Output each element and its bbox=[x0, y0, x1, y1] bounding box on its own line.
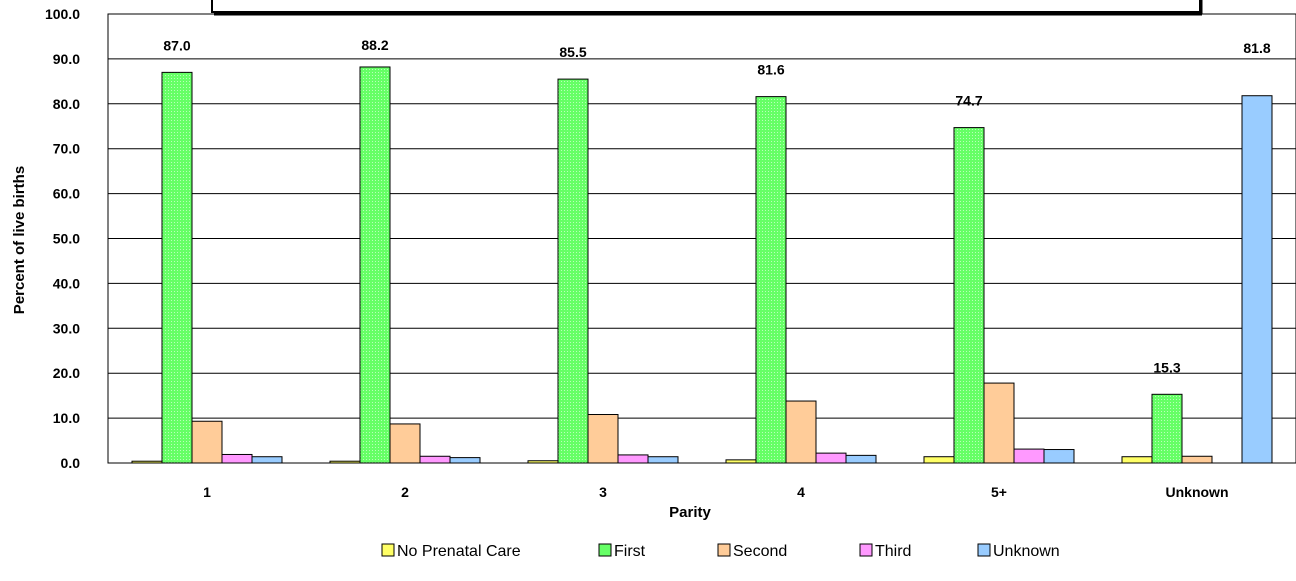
bar-first-5+ bbox=[953, 127, 985, 464]
bar-third-2 bbox=[419, 455, 451, 464]
bar-first-4 bbox=[755, 96, 787, 464]
y-tick-label: 20.0 bbox=[53, 365, 80, 381]
data-label: 85.5 bbox=[559, 44, 586, 60]
y-tick-labels: 0.0 10.0 20.0 30.0 40.0 50.0 60.0 70.0 80.0 90.0 1… bbox=[45, 6, 80, 471]
data-label: 87.0 bbox=[163, 37, 190, 53]
y-tick-label: 80.0 bbox=[53, 96, 80, 112]
gridlines bbox=[108, 58, 1296, 419]
data-label: 15.3 bbox=[1153, 359, 1180, 375]
bar-first-unknown bbox=[1151, 393, 1183, 464]
y-tick-label: 100.0 bbox=[45, 6, 80, 22]
x-tick-label: 4 bbox=[797, 484, 805, 500]
bar-third-5+ bbox=[1013, 448, 1045, 464]
bar-second-2 bbox=[389, 423, 421, 464]
bar-third-3 bbox=[617, 454, 649, 464]
legend-swatch bbox=[598, 543, 612, 557]
axes bbox=[107, 0, 1296, 464]
data-label: 81.8 bbox=[1243, 40, 1270, 56]
bar-no-prenatal-care-5+ bbox=[923, 456, 955, 464]
data-labels: 87.0 88.2 85.5 81.6 74.7 15.3 81.8 bbox=[163, 37, 1270, 375]
bar-unknown-unknown bbox=[1241, 95, 1273, 464]
y-tick-label: 90.0 bbox=[53, 51, 80, 67]
bar-second-5+ bbox=[983, 382, 1015, 464]
bar-unknown-4 bbox=[845, 454, 877, 464]
legend-label: First bbox=[614, 543, 646, 560]
bar-unknown-5+ bbox=[1043, 449, 1075, 464]
bar-second-1 bbox=[191, 420, 223, 464]
y-tick-label: 60.0 bbox=[53, 186, 80, 202]
bar-third-4 bbox=[815, 452, 847, 464]
legend-swatch bbox=[977, 543, 991, 557]
x-tick-label: 3 bbox=[599, 484, 607, 500]
bar-first-1 bbox=[161, 71, 193, 464]
x-tick-label: 2 bbox=[401, 484, 409, 500]
legend-label: Unknown bbox=[993, 543, 1060, 560]
bar-first-2 bbox=[359, 66, 391, 464]
legend-swatch bbox=[859, 543, 873, 557]
y-tick-label: 50.0 bbox=[53, 231, 80, 247]
y-tick-label: 10.0 bbox=[53, 410, 80, 426]
bar-no-prenatal-care-unknown bbox=[1121, 456, 1153, 464]
bar-unknown-2 bbox=[449, 457, 481, 464]
bar-unknown-1 bbox=[251, 456, 283, 464]
title-box-overlay bbox=[211, 0, 1201, 13]
bars bbox=[131, 66, 1273, 464]
y-tick-label: 70.0 bbox=[53, 141, 80, 157]
y-tick-label: 0.0 bbox=[61, 455, 81, 471]
legend-swatch bbox=[717, 543, 731, 557]
legend-swatch bbox=[381, 543, 395, 557]
x-tick-label: Unknown bbox=[1166, 484, 1229, 500]
x-tick-label: 1 bbox=[203, 484, 211, 500]
bar-first-3 bbox=[557, 78, 589, 464]
bar-unknown-3 bbox=[647, 456, 679, 464]
y-axis-title: Percent of live births bbox=[11, 166, 28, 314]
bar-second-3 bbox=[587, 414, 619, 464]
legend-label: Third bbox=[875, 543, 911, 560]
bar-second-4 bbox=[785, 400, 817, 464]
legend: No Prenatal Care First Second Third Unknown bbox=[381, 543, 1060, 560]
bar-third-1 bbox=[221, 453, 253, 464]
x-axis-title: Parity bbox=[669, 504, 711, 521]
data-label: 81.6 bbox=[757, 62, 784, 78]
x-tick-labels: 1 2 3 4 5+ Unknown bbox=[203, 484, 1228, 500]
legend-label: No Prenatal Care bbox=[397, 543, 521, 560]
data-label: 74.7 bbox=[955, 93, 982, 109]
data-label: 88.2 bbox=[361, 37, 388, 53]
x-tick-label: 5+ bbox=[991, 484, 1007, 500]
y-tick-label: 30.0 bbox=[53, 320, 80, 336]
bar-second-unknown bbox=[1181, 455, 1213, 464]
y-tick-label: 40.0 bbox=[53, 275, 80, 291]
legend-label: Second bbox=[733, 543, 787, 560]
